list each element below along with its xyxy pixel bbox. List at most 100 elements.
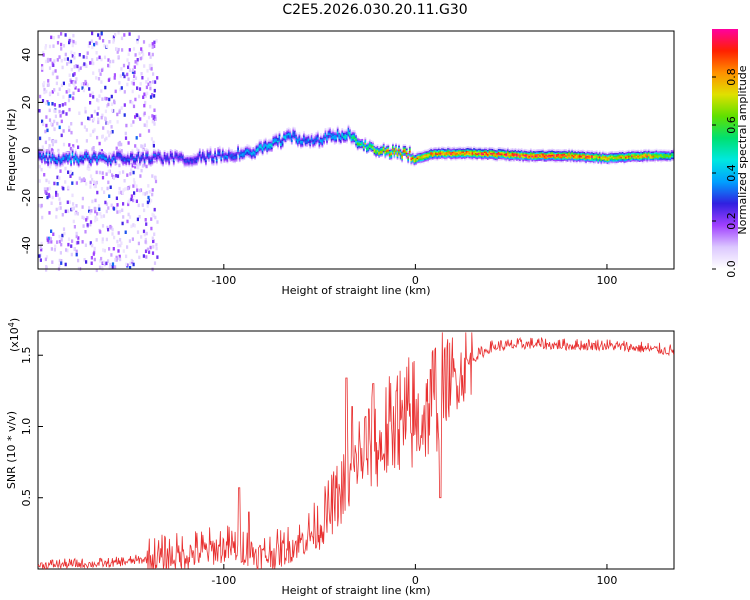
ridge-cell xyxy=(198,148,201,151)
ridge-cell xyxy=(286,135,289,137)
ridge-cell xyxy=(516,157,518,160)
ridge-cell xyxy=(370,147,373,150)
ridge-cell xyxy=(126,158,129,161)
ridge-cell xyxy=(476,150,479,153)
ridge-cell xyxy=(142,153,144,155)
ridge-cell xyxy=(110,154,112,157)
ridge-cell xyxy=(381,153,384,156)
ridge-cell xyxy=(408,149,411,151)
ridge-cell xyxy=(315,137,318,140)
ridge-cell xyxy=(430,154,433,157)
ridge-cell xyxy=(267,146,270,148)
noise-cell xyxy=(120,142,123,147)
ridge-cell xyxy=(217,149,220,152)
ridge-cell xyxy=(297,134,299,136)
ridge-cell xyxy=(352,143,354,145)
ridge-cell xyxy=(197,158,200,161)
ridge-cell xyxy=(451,157,454,159)
ridge-cell xyxy=(99,150,102,152)
ridge-cell xyxy=(419,155,422,158)
ridge-cell xyxy=(278,144,281,146)
ridge-cell xyxy=(572,157,575,159)
ridge-cell xyxy=(516,152,518,154)
ridge-cell xyxy=(186,155,189,157)
ridge-cell xyxy=(343,129,345,132)
ridge-cell xyxy=(295,131,298,134)
noise-cell xyxy=(101,175,105,180)
ridge-cell xyxy=(131,157,134,160)
noise-cell xyxy=(133,193,136,198)
ridge-cell xyxy=(413,163,416,166)
ridge-cell xyxy=(372,140,374,143)
colorbar-tick-label: 0.2 xyxy=(725,212,738,230)
ridge-cell xyxy=(73,161,75,164)
ridge-cell xyxy=(381,149,384,151)
ridge-cell xyxy=(462,146,465,149)
ridge-cell xyxy=(479,155,482,158)
noise-cell xyxy=(141,76,144,80)
ridge-cell xyxy=(292,136,295,139)
noise-cell xyxy=(84,81,88,86)
ridge-cell xyxy=(246,151,249,154)
ridge-cell xyxy=(272,138,275,141)
ridge-cell xyxy=(154,149,157,152)
ridge-cell xyxy=(191,161,194,163)
noise-cell xyxy=(62,95,65,99)
noise-cell xyxy=(129,266,132,270)
ridge-cell xyxy=(194,162,197,165)
ridge-cell xyxy=(295,137,298,140)
noise-cell xyxy=(67,88,70,92)
ridge-cell xyxy=(485,158,488,161)
noise-cell xyxy=(151,192,154,197)
ridge-cell xyxy=(215,160,218,163)
ridge-cell xyxy=(402,154,405,156)
ridge-cell xyxy=(292,131,295,133)
ridge-cell xyxy=(493,153,495,156)
ridge-cell xyxy=(125,157,128,160)
ridge-cell xyxy=(418,161,420,164)
noise-cell xyxy=(118,191,121,195)
ridge-cell xyxy=(534,158,537,160)
noise-cell xyxy=(118,209,122,214)
ridge-cell xyxy=(597,160,600,163)
ridge-cell xyxy=(335,139,338,141)
ridge-cell xyxy=(592,158,595,161)
noise-cell xyxy=(148,66,152,71)
ridge-cell xyxy=(329,130,331,133)
ridge-cell xyxy=(133,155,135,158)
ridge-cell xyxy=(508,153,511,156)
ridge-cell xyxy=(543,158,546,161)
ridge-cell xyxy=(221,151,224,154)
ridge-cell xyxy=(62,159,65,162)
noise-cell xyxy=(141,144,144,149)
ridge-cell xyxy=(408,146,411,149)
ridge-cell xyxy=(430,148,433,151)
ridge-cell xyxy=(353,141,356,144)
ridge-cell xyxy=(557,160,560,163)
noise-cell xyxy=(81,205,84,209)
ridge-cell xyxy=(628,151,630,153)
ridge-cell xyxy=(148,158,151,161)
noise-cell xyxy=(122,202,125,206)
ridge-cell xyxy=(44,152,46,154)
ridge-cell xyxy=(71,149,74,151)
ridge-cell xyxy=(313,138,316,141)
ridge-cell xyxy=(589,156,592,159)
ridge-cell xyxy=(612,152,615,155)
ridge-cell xyxy=(281,139,284,141)
noise-cell xyxy=(88,209,91,213)
ridge-cell xyxy=(82,158,85,160)
ridge-cell xyxy=(612,160,615,162)
ridge-cell xyxy=(416,155,419,158)
ridge-cell xyxy=(166,155,169,158)
ridge-cell xyxy=(266,143,269,145)
ridge-cell xyxy=(41,156,43,159)
ridge-cell xyxy=(335,141,338,144)
ridge-cell xyxy=(307,142,310,145)
noise-cell xyxy=(124,230,127,234)
ridge-cell xyxy=(117,149,120,151)
ridge-cell xyxy=(333,141,336,144)
ridge-cell xyxy=(434,151,437,154)
ridge-cell xyxy=(413,156,416,159)
ridge-cell xyxy=(292,135,295,138)
